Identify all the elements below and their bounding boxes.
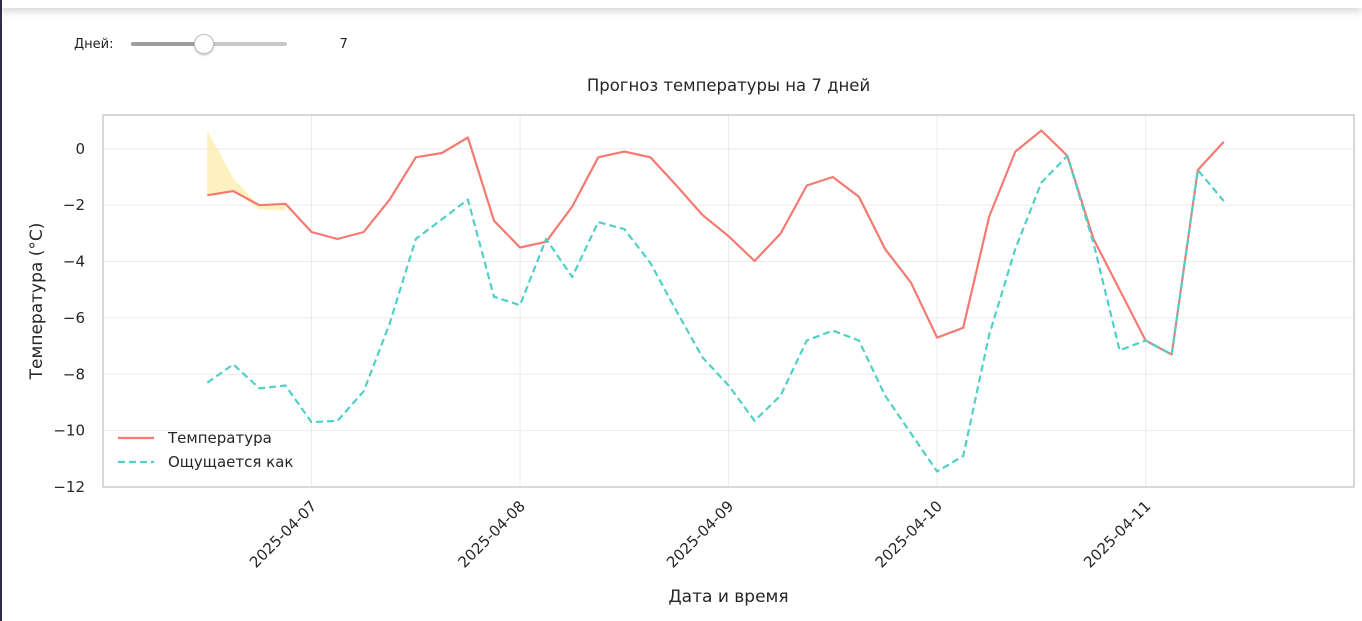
y-axis-title: Температура (°C) [27,223,47,381]
y-tick-label: −4 [63,253,85,271]
window-left-edge [0,0,2,621]
series-layer [206,129,1225,473]
x-tick-label: 2025-04-08 [454,497,528,571]
y-tick-labels: 0 −2 −4 −6 −8 −10 −12 [53,140,85,496]
uncertainty-band [207,130,286,211]
legend: Температура Ощущается как [118,429,293,471]
y-tick-label: −2 [63,196,85,214]
y-tick-label: 0 [75,140,85,158]
temperature-chart: Прогноз температуры на 7 дней 0 −2 −4 −6 −8 −… [27,76,1355,607]
x-tick-label: 2025-04-09 [663,497,737,571]
x-tick-label: 2025-04-11 [1080,497,1154,571]
band-layer [207,130,286,211]
x-axis-title: Дата и время [668,587,788,607]
legend-entry: Ощущается как [168,453,293,471]
y-tick-label: −12 [53,478,85,496]
slider-fill [131,42,204,46]
x-tick-labels: 2025-04-07 2025-04-08 2025-04-09 2025-04-10… [246,497,1154,571]
y-tick-label: −8 [63,365,85,383]
chart-title: Прогноз температуры на 7 дней [587,76,870,95]
x-tick-label: 2025-04-07 [246,497,320,571]
plot-frame [102,114,1355,488]
days-control: Дней: 7 [74,33,348,55]
y-tick-label: −6 [63,309,85,327]
grid-lines [103,115,1354,488]
days-slider[interactable] [131,33,288,55]
y-tick-label: −10 [53,422,85,440]
legend-entry: Температура [167,429,272,447]
x-tick-label: 2025-04-10 [872,497,946,571]
days-value: 7 [339,36,348,52]
days-label: Дней: [74,36,114,52]
temperature-line [207,129,1225,356]
top-toolbar-shadow [0,0,1362,8]
slider-thumb[interactable] [194,34,215,54]
